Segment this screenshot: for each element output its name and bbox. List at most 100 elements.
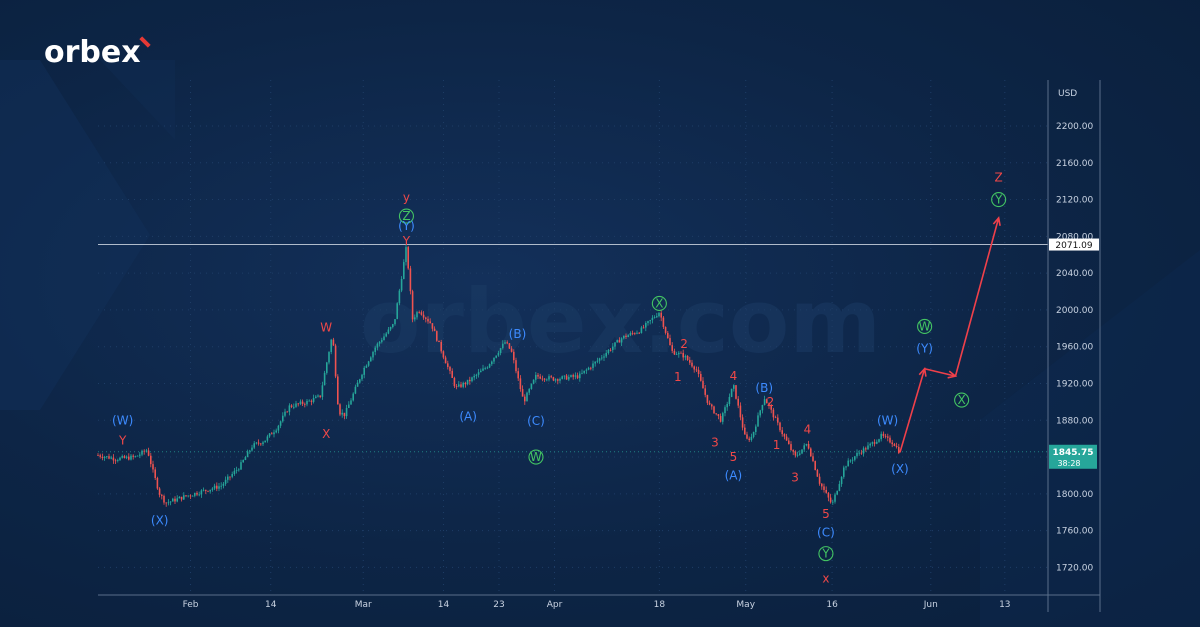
candle-body [565,375,568,380]
wave-label: (B) [755,381,773,395]
candle-body [145,450,148,452]
horizontal-lines [98,244,1048,453]
wave-label: Y [118,434,127,448]
candle-body [574,375,577,377]
candle-body [244,457,247,460]
candle-body [381,340,383,342]
candle-body [262,442,264,445]
candle-body [431,323,434,329]
candle-body [242,459,244,463]
wave-label: W [320,320,332,334]
wave-label: 3 [791,470,799,484]
candle-body [746,434,748,439]
candle-body [807,443,810,449]
candle-body [669,338,671,346]
wave-label: (W) [112,413,133,427]
candle-body [231,474,233,477]
candle-body [308,400,310,402]
candle-body [189,495,192,497]
candle-body [306,400,308,405]
candle-body [680,352,682,354]
candle-body [636,332,638,334]
candle-body [253,443,255,448]
candle-body [601,357,603,359]
candle-body [350,400,352,405]
x-tick-label: Mar [355,600,372,610]
candle-body [405,247,407,263]
grid [98,80,1048,595]
candle-body [667,332,669,339]
candle-body [539,376,541,379]
projection-arrowhead [992,216,1001,226]
candle-body [768,403,770,406]
candle-body [260,443,262,445]
candle-body [706,394,709,403]
candle-body [508,343,511,349]
candle-body [735,385,737,399]
candle-body [581,372,583,374]
candle-body [832,501,834,503]
candle-body [143,450,145,452]
candle-body [108,456,110,459]
candle-body [656,316,658,318]
candle-body [510,348,513,352]
candle-body [361,374,363,380]
candle-body [711,404,713,407]
candle-body [801,449,803,454]
candle-body [640,327,643,333]
candle-body [860,452,863,454]
candle-body [191,495,194,497]
candle-body [607,349,610,353]
candle-body [211,488,214,490]
candle-body [838,484,841,491]
candle-body [792,449,794,452]
candle-body [167,502,170,504]
candle-body [196,492,198,495]
candle-body [458,384,460,387]
candle-body [317,395,319,397]
candle-body [836,490,838,495]
candle-body [455,386,458,387]
candle-body [689,360,691,363]
candle-body [315,396,317,399]
candle-body [200,490,203,495]
candle-body [310,400,313,402]
candle-body [856,452,858,457]
candle-body [854,456,856,460]
candle-body [524,396,526,402]
candle-body [125,456,128,458]
candle-body [257,442,260,444]
candle-body [337,376,339,405]
candle-body [898,446,900,453]
candle-body [506,342,508,344]
candle-body [829,497,832,503]
candle-body [722,413,724,422]
candle-body [323,372,326,386]
candle-body [495,355,497,358]
candle-body [554,379,557,381]
candle-body [466,379,469,385]
candle-body [383,336,385,341]
candle-body [548,376,550,380]
candle-body [504,342,506,344]
candle-body [627,335,629,338]
candle-body [546,379,548,381]
wave-label: W [530,450,542,464]
candle-body [579,373,581,379]
candle-body [213,485,216,489]
candle-body [730,388,733,397]
y-tick-label: 2040.00 [1056,269,1093,279]
candle-body [334,345,337,377]
candle-body [816,470,819,477]
candle-body [187,495,189,497]
candle-body [436,331,438,341]
candle-body [810,448,812,457]
candle-body [645,322,647,328]
candle-body [528,388,530,393]
candle-body [97,455,99,457]
candle-body [612,346,614,350]
candle-body [781,430,783,435]
candle-body [392,324,394,328]
candle-body [884,435,887,437]
